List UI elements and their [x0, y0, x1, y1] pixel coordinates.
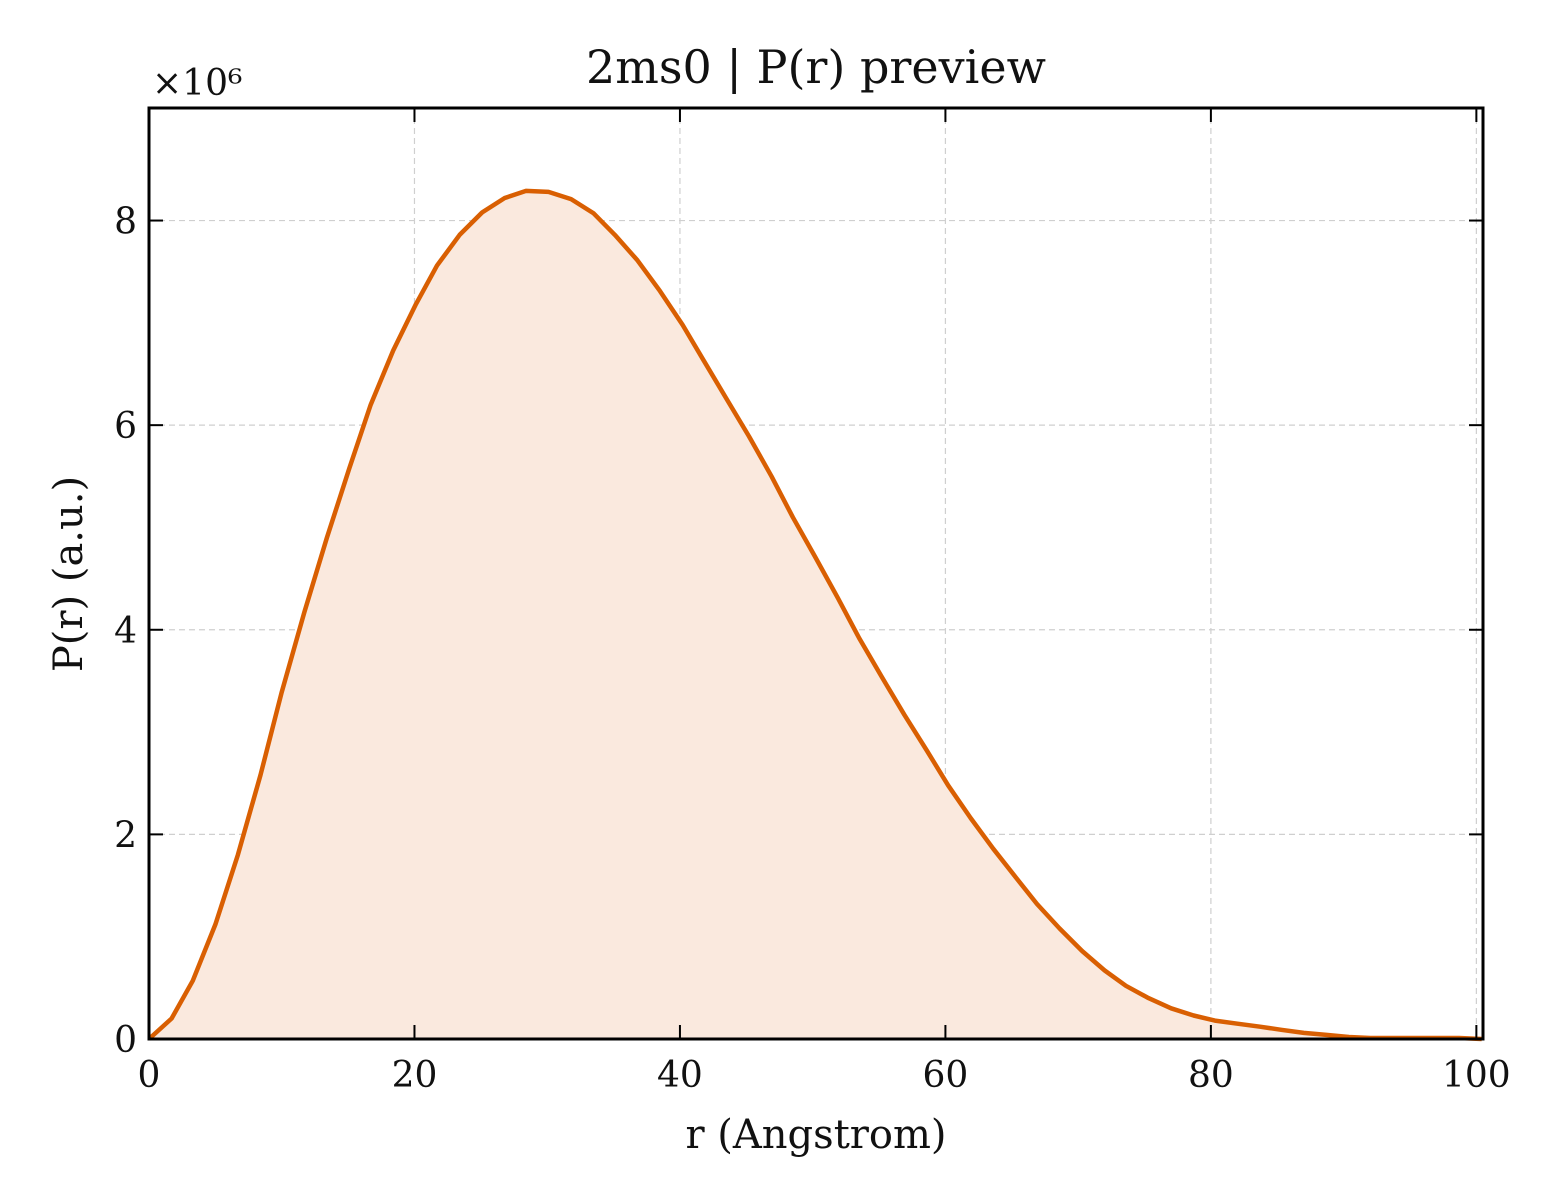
tick-labels: 0 20 40 60 80 100 0 2 4 6 8	[114, 202, 1511, 1096]
x-tick-label: 100	[1442, 1055, 1511, 1096]
pr-series-line	[147, 188, 1482, 1042]
plot-frame	[147, 106, 1485, 1041]
pr-area-fill	[149, 190, 1482, 1039]
x-tick-label: 40	[657, 1055, 703, 1096]
y-tick-label: 2	[114, 815, 137, 856]
x-tick-label: 60	[923, 1055, 969, 1096]
x-tick-label: 0	[138, 1055, 161, 1096]
y-tick-label: 4	[114, 611, 137, 652]
y-tick-label: 8	[114, 202, 137, 243]
y-tick-label: 6	[114, 406, 137, 447]
chart-title: 2ms0 | P(r) preview	[586, 40, 1046, 94]
ticks	[148, 108, 1483, 1040]
y-axis-label: P(r) (a.u.)	[46, 476, 92, 672]
x-axis-label: r (Angstrom)	[685, 1112, 946, 1158]
x-tick-label: 80	[1188, 1055, 1234, 1096]
y-tick-label: 0	[114, 1020, 137, 1061]
x-tick-label: 20	[392, 1055, 438, 1096]
y-multiplier-label: ×10⁶	[152, 63, 242, 104]
